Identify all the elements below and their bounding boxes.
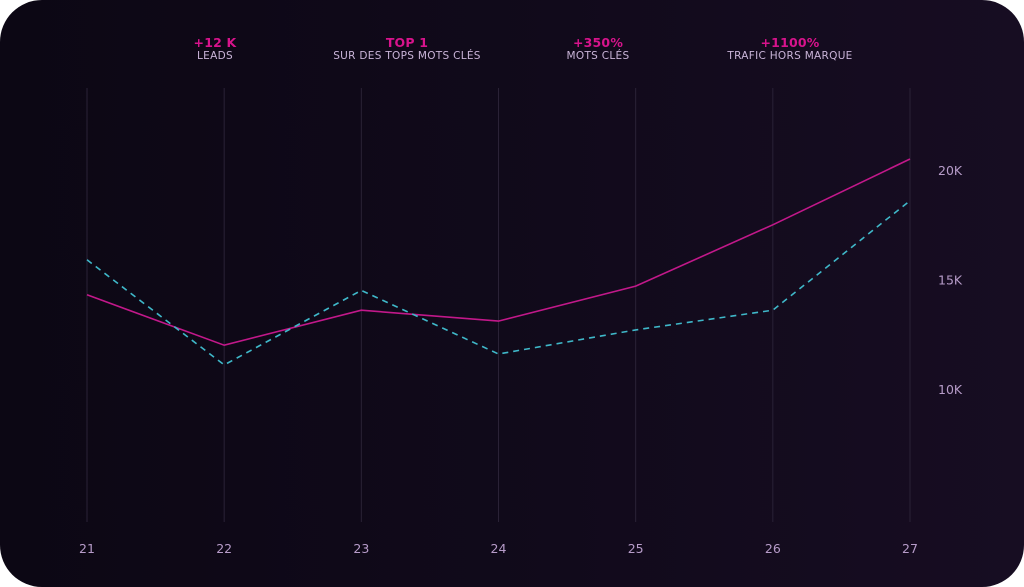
stat-leads: +12 K LEADS bbox=[115, 35, 315, 63]
x-tick-label: 22 bbox=[216, 541, 232, 556]
stat-label: LEADS bbox=[197, 50, 233, 62]
stat-non-brand-traffic: +1100% TRAFIC HORS MARQUE bbox=[690, 35, 890, 63]
y-tick-label: 10K bbox=[938, 382, 963, 397]
series-line-1 bbox=[86, 158, 911, 347]
y-tick-label: 15K bbox=[938, 273, 963, 288]
x-tick-label: 24 bbox=[491, 541, 507, 556]
x-tick-label: 23 bbox=[353, 541, 369, 556]
x-tick-label: 27 bbox=[902, 541, 918, 556]
x-tick-label: 21 bbox=[79, 541, 95, 556]
stat-value: TOP 1 bbox=[385, 35, 429, 50]
stat-label: SUR DES TOPS MOTS CLÉS bbox=[333, 50, 481, 62]
x-tick-label: 25 bbox=[628, 541, 644, 556]
stat-label: TRAFIC HORS MARQUE bbox=[727, 50, 853, 62]
stat-value: +350% bbox=[572, 35, 624, 50]
x-tick-label: 26 bbox=[765, 541, 781, 556]
stat-value: +1100% bbox=[760, 35, 820, 50]
stat-value: +12 K bbox=[193, 35, 237, 50]
stat-label: MOTS CLÉS bbox=[566, 50, 630, 62]
stat-top-keywords: TOP 1 SUR DES TOPS MOTS CLÉS bbox=[307, 35, 507, 63]
y-tick-label: 20K bbox=[938, 163, 963, 178]
stat-keywords: +350% MOTS CLÉS bbox=[498, 35, 698, 63]
